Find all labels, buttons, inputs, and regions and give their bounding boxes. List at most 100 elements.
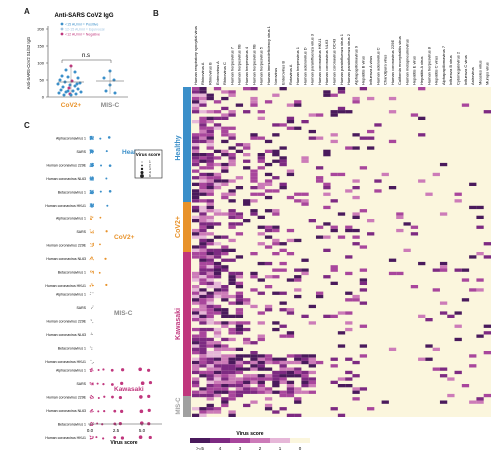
heatmap-cell: [213, 377, 222, 381]
panel-c-xticks: 0.0 2.5 5.0: [87, 424, 146, 433]
panel-c-dot: [92, 150, 94, 152]
panel-c-row-label: SARS: [76, 230, 86, 234]
heatmap-cell: [213, 265, 222, 269]
heatmap-cell: [243, 153, 251, 157]
heatmap-cell: [192, 298, 200, 302]
heatmap-cell: [308, 390, 316, 394]
heatmap-cell: [330, 407, 338, 411]
panel-c-dot: [89, 137, 91, 139]
heatmap-cell: [330, 225, 338, 229]
heatmap-cell: [213, 87, 222, 91]
heatmap-cell: [469, 255, 477, 259]
heatmap-cell: [228, 192, 236, 196]
heatmap-cell: [235, 364, 244, 368]
heatmap-cell: [257, 261, 265, 266]
heatmap-cell: [461, 298, 470, 302]
heatmap-cell: [301, 192, 309, 196]
heatmap-cell: [301, 374, 309, 378]
heatmap-cell: [199, 311, 207, 315]
heatmap-cell: [286, 278, 295, 282]
panel-c-dot: [89, 293, 91, 295]
panel-c-large-dot: [106, 204, 109, 207]
heatmap-cell: [221, 298, 229, 302]
legend-label: <12 AU/ml = Negative: [65, 33, 100, 37]
heatmap-cell: [221, 311, 229, 315]
heatmap-cell: [315, 294, 324, 299]
panel-c-dot: [91, 150, 93, 152]
heatmap-cell: [199, 304, 207, 309]
panel-c-dot: [92, 322, 94, 324]
heatmap-cell: [192, 384, 200, 388]
heatmap-cell: [199, 357, 207, 361]
heatmap-cell: [352, 195, 360, 200]
heatmap-cell: [228, 189, 236, 193]
panel-c-dot: [89, 164, 91, 166]
heatmap-cell: [235, 186, 244, 190]
heatmap-cell: [221, 113, 229, 117]
heatmap-cell: [235, 176, 244, 180]
panel-c-dot: [90, 332, 92, 334]
heatmap-cell: [221, 387, 229, 391]
panel-c-xlabel: Virus score: [110, 440, 137, 446]
heatmap-cell: [213, 248, 222, 252]
panel-c-row-label: Human coronavirus NL63: [46, 257, 86, 261]
heatmap-cell: [199, 192, 207, 196]
heatmap-cell: [418, 133, 426, 137]
heatmap-cell: [213, 347, 222, 351]
panel-a-group-misc: MIS-C: [101, 102, 120, 109]
color-legend-tick: 2: [259, 446, 262, 451]
legend-label: <15 AU/ml = Positive: [65, 23, 98, 27]
group-label-healthy: Healthy: [175, 135, 182, 160]
heatmap-cell: [221, 380, 229, 384]
heatmap-cell: [257, 110, 265, 114]
heatmap-cell: [345, 271, 353, 276]
heatmap-cell: [272, 321, 280, 325]
panel-c-dot: [92, 384, 94, 386]
heatmap-cell: [192, 159, 200, 163]
heatmap-cell: [228, 156, 236, 160]
panel-c-large-dot: [120, 409, 124, 414]
heatmap-cell: [272, 377, 280, 381]
heatmap-cell: [192, 301, 200, 305]
heatmap-cell: [228, 212, 236, 216]
panel-c-dot: [89, 179, 91, 181]
virus-column-label: Rhinovirus B: [208, 62, 213, 85]
heatmap-cell: [279, 377, 287, 381]
heatmap-cell: [206, 327, 214, 332]
heatmap-cell: [199, 407, 207, 411]
heatmap-cell: [206, 215, 214, 219]
heatmap-cell: [264, 403, 273, 408]
heatmap-cell: [213, 209, 222, 213]
heatmap-cell: [337, 331, 346, 335]
group-bar-healthy: [183, 87, 191, 202]
heatmap-cell: [235, 390, 244, 394]
heatmap-cell: [337, 413, 346, 417]
heatmap-cell: [228, 90, 236, 94]
cov2-dot: [76, 76, 80, 80]
heatmap-cell: [250, 172, 258, 177]
heatmap-cell: [257, 136, 265, 140]
heatmap-cell: [206, 318, 214, 322]
panel-c-large-dot: [110, 368, 114, 372]
panel-c-dot: [92, 272, 94, 274]
heatmap-cell: [279, 186, 287, 190]
heatmap-cell: [192, 93, 200, 97]
heatmap-cell: [264, 407, 273, 411]
heatmap-cell: [461, 384, 470, 388]
heatmap-cell: [243, 390, 251, 394]
virus-column-label: Human respiratory syncytial virus: [193, 26, 198, 85]
panel-c-large-dot: [99, 190, 102, 193]
heatmap-cell: [199, 232, 207, 236]
panel-c-dot: [92, 305, 94, 307]
heatmap-cell: [199, 93, 207, 97]
heatmap-cell: [359, 288, 368, 292]
panel-c-dot: [91, 367, 93, 369]
heatmap-cell: [359, 136, 368, 140]
heatmap-cell: [235, 347, 244, 351]
heatmap-cell: [228, 222, 236, 226]
misc-dot: [102, 76, 106, 80]
heatmap-cell: [243, 166, 251, 170]
color-legend-swatch: [230, 438, 250, 443]
virus-column-label: Enterovirus A: [215, 61, 220, 85]
